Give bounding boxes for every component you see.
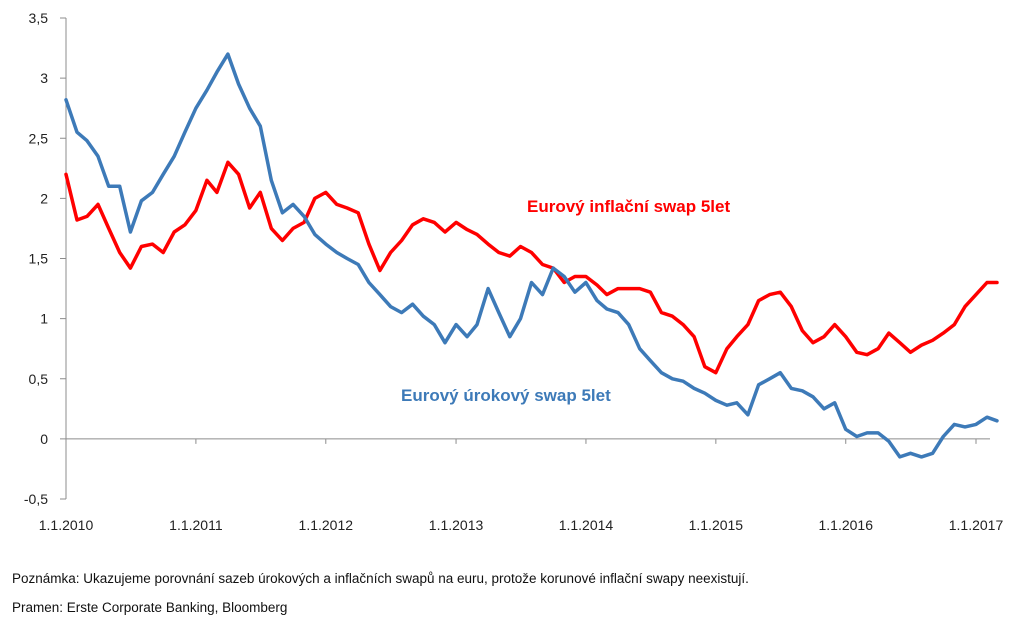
y-tick-label: 3 xyxy=(40,70,48,86)
x-axis-ticks: 1.1.2010 1.1.2011 1.1.2012 1.1.2013 1.1.2014… xyxy=(39,438,1004,533)
interest-rate-swap-label: Eurový úrokový swap 5let xyxy=(401,386,611,405)
y-tick-label: -0,5 xyxy=(24,491,48,507)
y-tick-label: 0,5 xyxy=(29,371,49,387)
inflation-swap-label: Eurový inflační swap 5let xyxy=(527,197,730,216)
x-tick-label: 1.1.2017 xyxy=(949,517,1004,533)
chart-source: Pramen: Erste Corporate Banking, Bloombe… xyxy=(12,600,288,615)
chart-axes xyxy=(65,18,990,499)
x-tick-label: 1.1.2012 xyxy=(299,517,354,533)
x-tick-label: 1.1.2011 xyxy=(169,517,223,533)
y-axis-ticks: -0,5 0 0,5 1 1,5 2 2,5 3 3,5 xyxy=(24,10,66,507)
series-lines xyxy=(64,52,999,459)
series-annotations: Eurový inflační swap 5let Eurový úrokový… xyxy=(401,197,730,405)
x-tick-label: 1.1.2016 xyxy=(818,517,873,533)
chart-note: Poznámka: Ukazujeme porovnání sazeb úrok… xyxy=(12,571,749,586)
y-tick-label: 2 xyxy=(40,190,48,206)
x-tick-label: 1.1.2013 xyxy=(429,517,484,533)
x-tick-label: 1.1.2015 xyxy=(689,517,744,533)
y-tick-label: 1 xyxy=(40,311,48,327)
inflation-swap-line xyxy=(64,160,999,375)
x-tick-label: 1.1.2010 xyxy=(39,517,94,533)
y-tick-label: 1,5 xyxy=(29,251,49,267)
y-tick-label: 2,5 xyxy=(29,130,49,146)
y-tick-label: 0 xyxy=(40,431,48,447)
interest-rate-swap-line xyxy=(64,52,999,459)
x-tick-label: 1.1.2014 xyxy=(559,517,614,533)
line-chart: -0,500,511,522,533,5 1.1.2010 1.1.2011 1.1… xyxy=(24,10,1004,533)
y-tick-label: 3,5 xyxy=(29,10,49,26)
